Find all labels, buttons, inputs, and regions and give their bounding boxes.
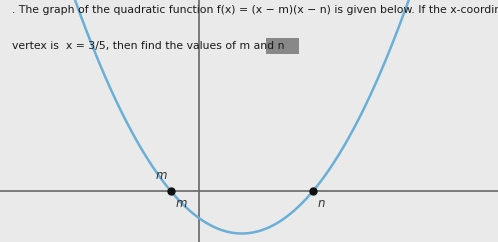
Text: m: m (156, 169, 167, 182)
Text: vertex is  x = 3/5, then find the values of m and n: vertex is x = 3/5, then find the values … (12, 41, 285, 51)
Text: n: n (318, 197, 326, 211)
Text: m: m (176, 197, 187, 211)
Text: . The graph of the quadratic function f(x) = (x − m)(x − n) is given below. If t: . The graph of the quadratic function f(… (12, 5, 498, 15)
